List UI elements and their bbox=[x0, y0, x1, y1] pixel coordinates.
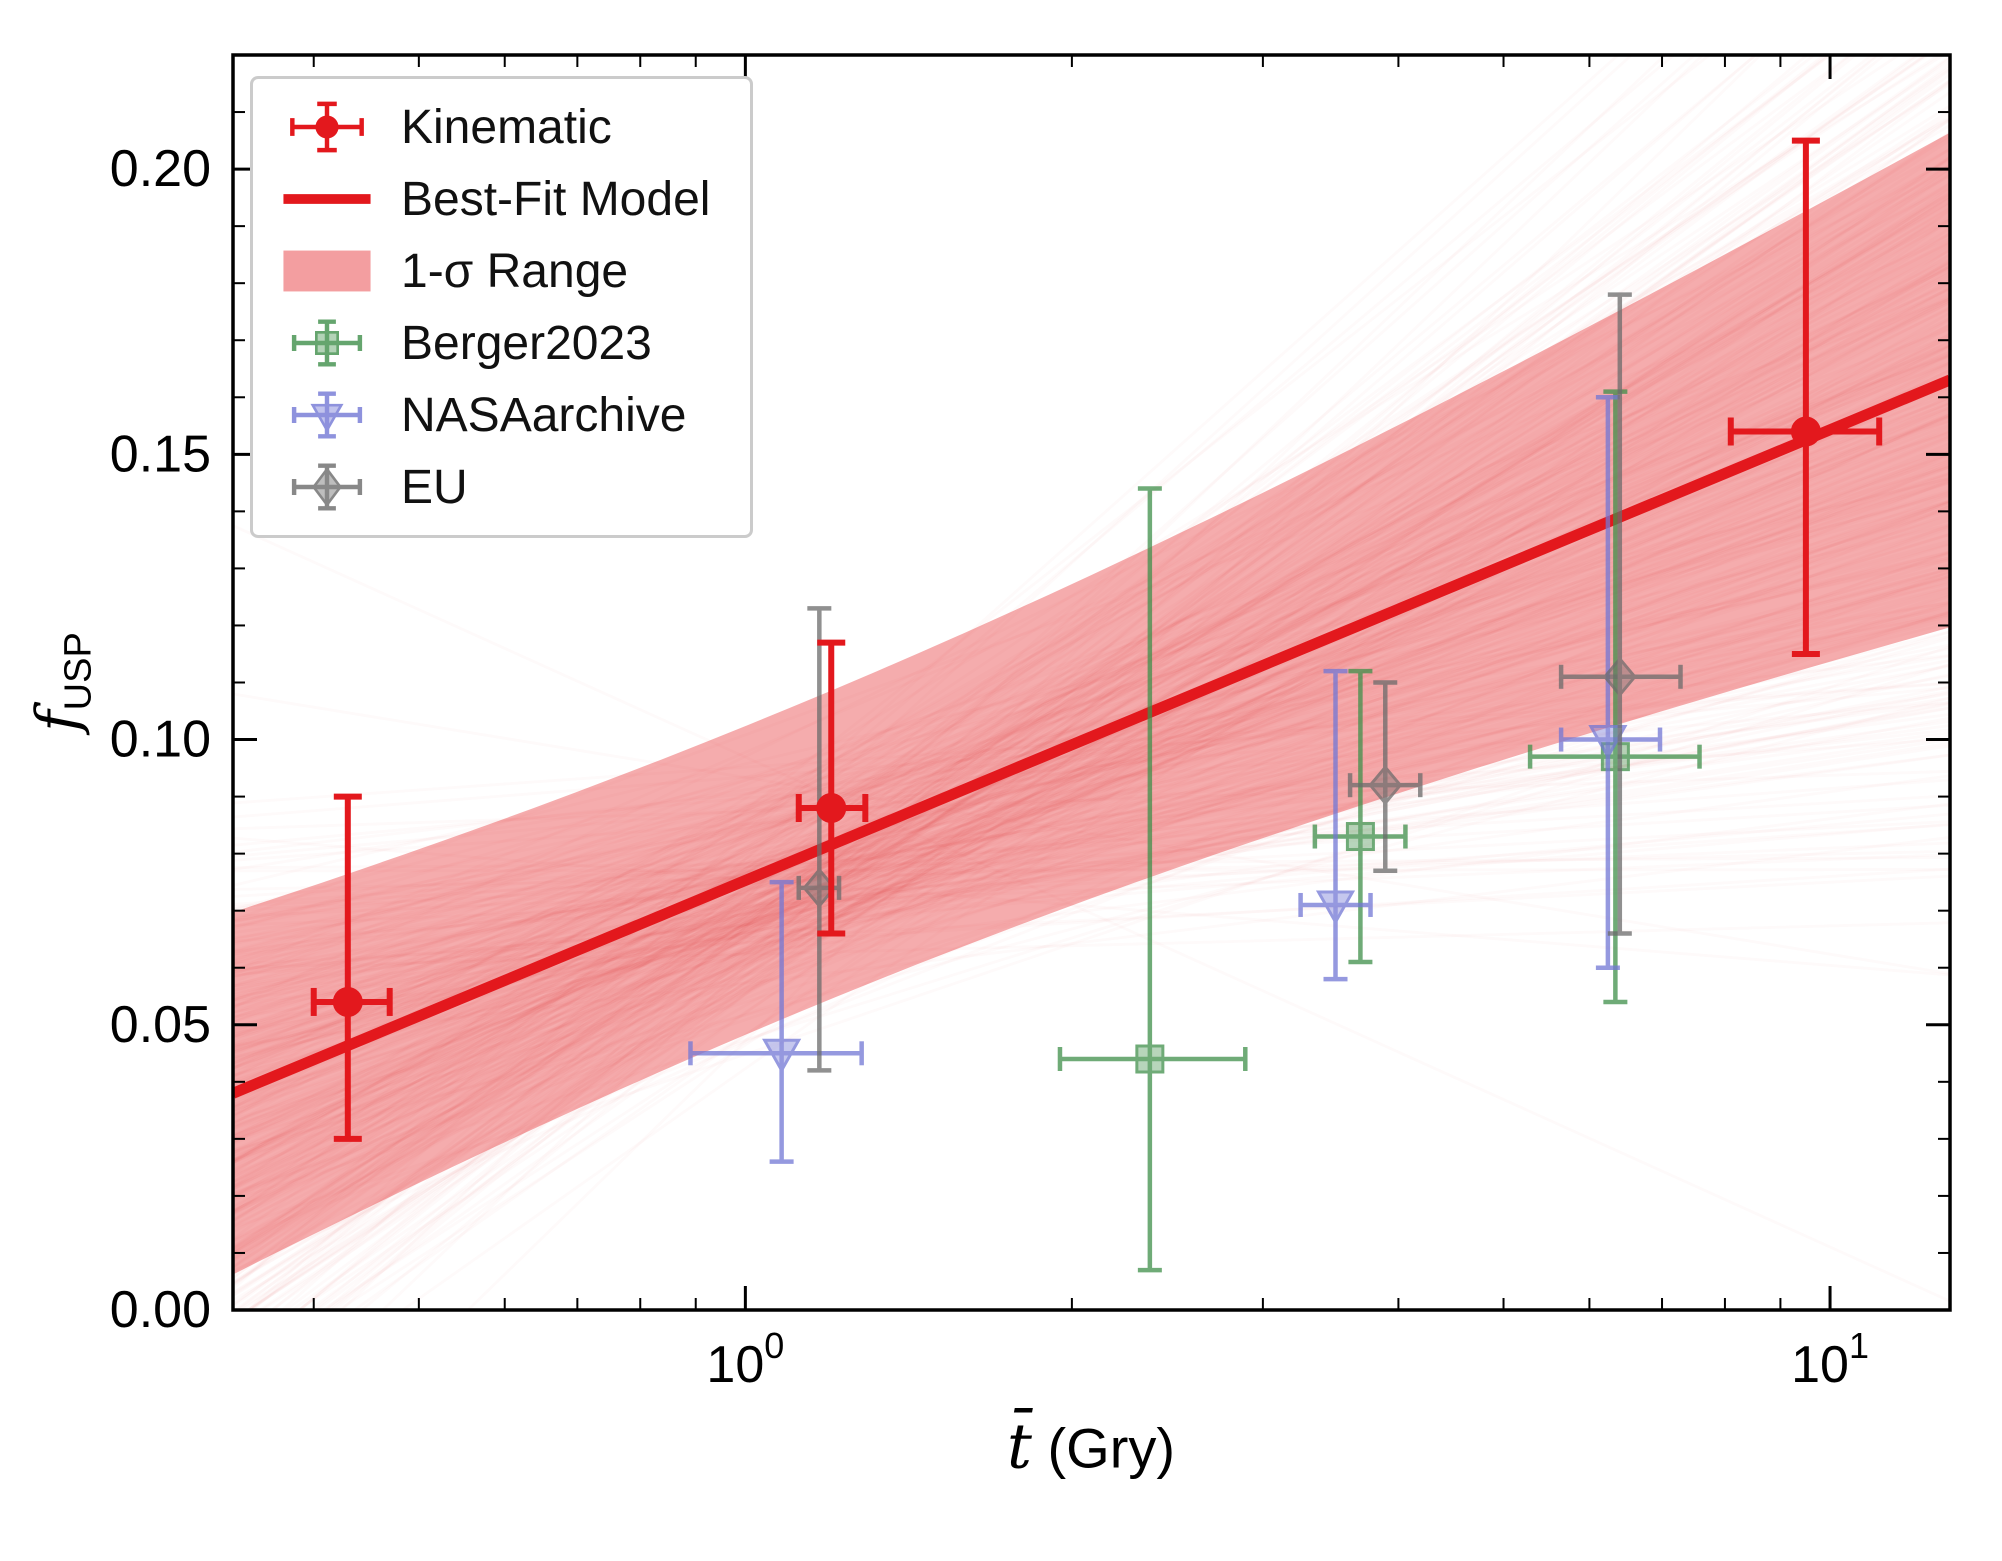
svg-text:101: 101 bbox=[1791, 1325, 1869, 1394]
nasa-errorbar-triangle-icon bbox=[291, 391, 363, 439]
legend-item-sigma-range: 1-σ Range bbox=[273, 239, 710, 303]
kinematic-errorbar-circle-icon bbox=[290, 101, 364, 153]
legend-item-kinematic: Kinematic bbox=[273, 95, 710, 159]
sigma-band bbox=[233, 132, 1950, 1275]
y-axis-subscript: USP bbox=[57, 632, 100, 711]
legend-label: Kinematic bbox=[401, 100, 612, 154]
y-axis-label: fUSP bbox=[24, 632, 101, 732]
series-nasaarchive bbox=[688, 395, 1663, 1164]
legend-item-nasaarchive: NASAarchive bbox=[273, 383, 710, 447]
y-axis-symbol: f bbox=[23, 710, 92, 732]
axis-ticks bbox=[233, 55, 1950, 1312]
x-axis-unit: (Gry) bbox=[1031, 1416, 1175, 1480]
legend-label: EU bbox=[401, 460, 468, 514]
eu-errorbar-diamond-icon bbox=[291, 463, 363, 511]
x-axis-symbol: t̄ bbox=[1007, 1409, 1032, 1483]
legend-label: 1-σ Range bbox=[401, 244, 629, 298]
legend-item-eu: EU bbox=[273, 455, 710, 519]
svg-text:0.15: 0.15 bbox=[110, 425, 211, 483]
svg-text:0.20: 0.20 bbox=[110, 140, 211, 198]
series-kinematic bbox=[310, 137, 1883, 1142]
series-eu bbox=[796, 292, 1683, 1073]
svg-text:0.10: 0.10 bbox=[110, 711, 211, 769]
svg-text:0.00: 0.00 bbox=[110, 1281, 211, 1339]
sigma-band-swatch-icon bbox=[283, 250, 371, 292]
legend-label: NASAarchive bbox=[401, 388, 687, 442]
legend: Kinematic Best-Fit Model 1-σ Range bbox=[250, 76, 754, 538]
legend-item-berger2023: Berger2023 bbox=[273, 311, 710, 375]
best-fit-line-icon bbox=[283, 194, 371, 204]
berger-errorbar-square-icon bbox=[291, 319, 363, 367]
best-fit-line bbox=[233, 374, 1950, 1099]
svg-text:0.05: 0.05 bbox=[110, 996, 211, 1054]
x-axis-label: t̄ (Gry) bbox=[1007, 1410, 1175, 1483]
legend-label: Best-Fit Model bbox=[401, 172, 711, 226]
axis-tick-labels: 100 101 0.00 0.05 0.10 0.15 0.20 bbox=[110, 140, 1869, 1394]
legend-label: Berger2023 bbox=[401, 316, 652, 370]
series-berger2023 bbox=[1057, 389, 1702, 1273]
svg-text:100: 100 bbox=[706, 1325, 784, 1394]
legend-item-best-fit: Best-Fit Model bbox=[273, 167, 710, 231]
model-layer bbox=[233, 132, 1950, 1275]
